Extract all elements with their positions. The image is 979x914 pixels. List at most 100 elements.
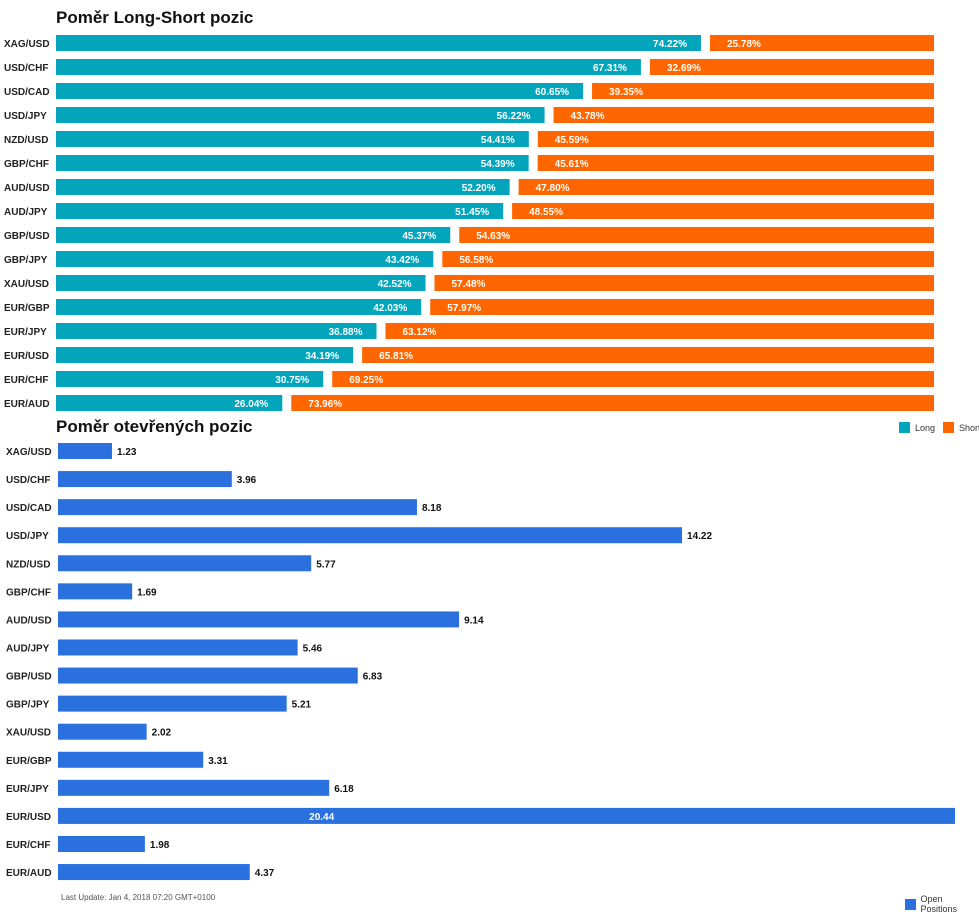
value-label: 1.23 [117,447,137,458]
long-value-label: 74.22% [653,39,687,50]
long-value-label: 43.42% [385,255,419,266]
short-bar [430,299,934,315]
category-label: USD/CAD [4,87,50,98]
open-positions-legend: Open Positions [905,894,979,914]
long-bar [56,83,584,99]
last-update-text: Last Update: Jan 4, 2018 07:20 GMT+0100 [61,893,216,902]
short-bar [291,395,934,411]
long-bar [56,371,324,387]
short-bar [649,59,934,75]
category-label: XAU/USD [4,279,49,290]
open-positions-bar [58,779,330,796]
category-label: EUR/USD [4,351,49,362]
category-label: USD/CHF [6,475,50,486]
short-value-label: 57.97% [447,303,481,314]
open-positions-bar [58,723,147,740]
short-value-label: 54.63% [476,231,510,242]
long-bar [56,251,434,267]
value-label: 6.83 [363,672,383,683]
open-positions-bar [58,555,312,572]
chart2-title: Poměr otevřených pozic [56,417,253,436]
open-positions-bar [58,751,204,768]
long-bar [56,155,529,171]
open-positions-bar [58,864,250,881]
category-label: EUR/CHF [4,375,48,386]
long-value-label: 52.20% [462,183,496,194]
category-label: GBP/JPY [6,700,50,711]
category-label: NZD/USD [6,559,50,570]
open-positions-bar [58,835,145,852]
short-bar [459,227,934,243]
category-label: GBP/JPY [4,255,48,266]
value-label: 2.02 [152,728,172,739]
long-bar [56,179,510,195]
legend-open-swatch [905,898,916,910]
long-value-label: 42.52% [378,279,412,290]
short-value-label: 45.59% [555,135,589,146]
long-bar [56,275,426,291]
legend-short: Short [943,422,979,433]
legend-short-label: Short [959,422,979,433]
long-bar [56,107,545,123]
short-value-label: 43.78% [571,111,605,122]
category-label: EUR/JPY [4,327,47,338]
open-positions-bar [58,611,460,628]
long-value-label: 34.19% [305,351,339,362]
category-label: EUR/JPY [6,784,49,795]
short-bar [709,35,934,51]
legend-long-label: Long [915,422,936,433]
long-value-label: 54.41% [481,135,515,146]
short-bar [518,179,934,195]
category-label: GBP/USD [4,231,50,242]
long-value-label: 56.22% [497,111,531,122]
short-value-label: 45.61% [555,159,589,170]
open-positions-bar [58,527,683,544]
long-value-label: 51.45% [455,207,489,218]
long-value-label: 60.65% [535,87,569,98]
category-label: USD/JPY [6,531,49,542]
category-label: NZD/USD [4,135,48,146]
category-label: XAU/USD [6,728,51,739]
long-bar [56,203,504,219]
category-label: GBP/CHF [6,587,51,598]
value-label: 20.44 [309,812,334,823]
short-bar [385,323,935,339]
open-positions-bar [58,639,298,656]
short-value-label: 39.35% [609,87,643,98]
long-value-label: 26.04% [234,399,268,410]
long-value-label: 30.75% [275,375,309,386]
category-label: GBP/CHF [4,159,49,170]
value-label: 3.31 [208,756,228,767]
category-label: EUR/USD [6,812,51,823]
short-value-label: 56.58% [459,255,493,266]
long-bar [56,59,641,75]
legend-open-label: Open Positions [920,894,958,914]
short-bar [434,275,934,291]
category-label: USD/CHF [4,63,48,74]
open-positions-bar [58,667,358,684]
value-label: 5.21 [292,700,312,711]
open-positions-bar [58,471,232,488]
long-bar [56,227,451,243]
short-bar [537,155,934,171]
value-label: 1.98 [150,840,170,851]
legend-long: Long [899,422,935,433]
category-label: AUD/USD [6,615,52,626]
category-label: USD/JPY [4,111,47,122]
long-value-label: 54.39% [481,159,515,170]
legend-long-swatch [899,422,910,433]
short-value-label: 48.55% [529,207,563,218]
long-bar [56,131,529,147]
short-bar [442,251,934,267]
category-label: AUD/JPY [4,207,48,218]
open-positions-bar [58,583,133,600]
long-bar [56,35,701,51]
category-label: EUR/AUD [6,868,52,879]
long-bar [56,323,377,339]
short-bar [362,347,935,363]
long-value-label: 36.88% [329,327,363,338]
short-value-label: 69.25% [349,375,383,386]
category-label: XAG/USD [6,447,52,458]
short-value-label: 47.80% [536,183,570,194]
